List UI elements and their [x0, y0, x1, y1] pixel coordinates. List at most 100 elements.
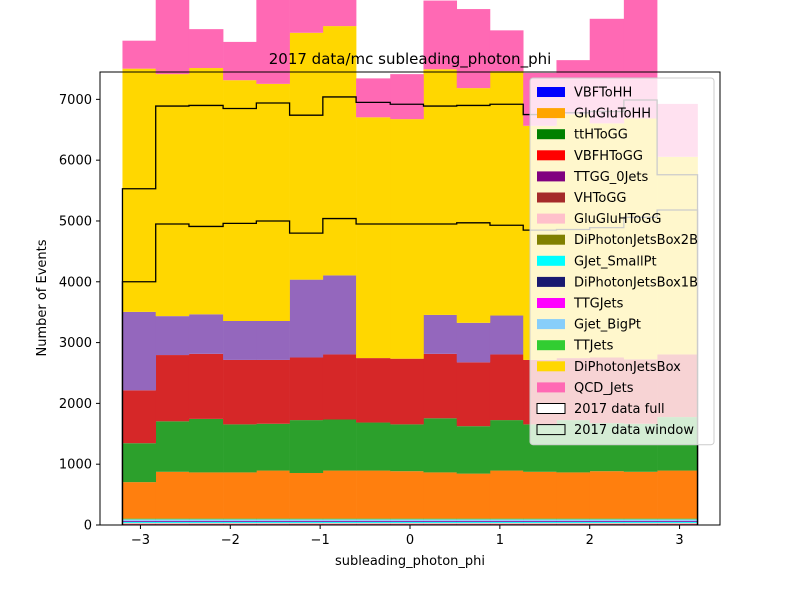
bar-layer-1-5 — [289, 420, 324, 474]
bar-layer-1-0 — [122, 443, 157, 483]
bar-diphotonjetsbox1b-3 — [223, 521, 257, 522]
bar-layer-1-10 — [456, 426, 491, 474]
bar-gjet-bigpt-11 — [489, 519, 524, 521]
bar-diphotonjetsbox-5 — [289, 32, 324, 280]
bar-glugluhtogg-2 — [188, 523, 224, 524]
bar-layer-1-11 — [489, 420, 524, 471]
bar-layer-1-1 — [155, 421, 190, 472]
bar-layer-2-7 — [356, 358, 391, 423]
legend-swatch-9 — [537, 276, 565, 287]
bar-glugluhtogg-11 — [489, 523, 524, 524]
legend-swatch-0 — [537, 87, 565, 97]
bar-layer-1-6 — [322, 419, 357, 471]
bar-layer-0-2 — [188, 472, 224, 519]
legend-swatch-5 — [537, 192, 565, 203]
legend-label-5: VHToGG — [574, 191, 627, 206]
bar-layer-3-10 — [456, 322, 491, 363]
bar-layer-3-11 — [489, 315, 524, 355]
bar-layer-1-7 — [356, 422, 391, 471]
legend-swatch-15 — [536, 403, 566, 414]
legend-label-8: GJet_SmallPt — [574, 254, 657, 269]
bar-ttjets-11 — [489, 518, 524, 520]
bar-ttjets-3 — [223, 518, 257, 520]
bar-glugluhtogg-3 — [223, 523, 257, 524]
y-tick-label-3: 3000 — [59, 336, 92, 351]
legend-swatch-4 — [537, 171, 565, 182]
bar-layer-1-9 — [423, 418, 458, 473]
bar-layer-0-0 — [122, 482, 157, 519]
legend-swatch-2 — [537, 129, 565, 140]
legend-label-3: VBFHToGG — [574, 149, 643, 164]
bar-diphotonjetsbox1b-1 — [155, 521, 190, 522]
bar-gjet-bigpt-12 — [523, 519, 557, 521]
legend-label-13: DiPhotonJetsBox — [574, 360, 681, 375]
bar-gjet-smallpt-0 — [122, 521, 157, 523]
bar-qcd-jets-1 — [155, 0, 190, 75]
bar-qcd-jets-9 — [423, 0, 458, 70]
bar-ttjets-1 — [155, 518, 190, 520]
bar-layer-2-0 — [122, 390, 157, 444]
bar-gjet-bigpt-8 — [390, 519, 424, 521]
bar-ttjets-2 — [188, 518, 224, 520]
bar-layer-1-8 — [390, 424, 424, 472]
bar-qcd-jets-3 — [223, 41, 257, 81]
legend-box — [529, 77, 715, 446]
bar-diphotonjetsbox1b-12 — [523, 521, 557, 522]
bar-layer-0-7 — [356, 470, 391, 519]
legend-swatch-10 — [537, 298, 565, 308]
legend-swatch-13 — [537, 361, 565, 372]
bar-glugluhtogg-12 — [523, 523, 557, 524]
bar-layer-2-2 — [188, 353, 224, 419]
bar-layer-0-15 — [623, 471, 658, 519]
legend: VBFToHH GluGluToHH ttHToGG VBFHToGG TTGG_0Je… — [529, 77, 715, 446]
bar-diphotonjetsbox-10 — [456, 88, 491, 323]
bar-layer-1-4 — [256, 423, 290, 471]
bar-diphotonjetsbox1b-6 — [322, 521, 357, 522]
legend-label-4: TTGG_0Jets — [573, 170, 649, 185]
bar-gjet-bigpt-0 — [122, 519, 157, 521]
bar-glugluhtogg-7 — [356, 523, 391, 524]
bar-gjet-smallpt-15 — [623, 521, 658, 523]
bar-gjet-smallpt-6 — [322, 521, 357, 523]
bar-diphotonjetsbox1b-0 — [122, 521, 157, 522]
bar-ttjets-7 — [356, 518, 391, 520]
bar-qcd-jets-6 — [322, 0, 357, 27]
bar-glugluhtogg-8 — [390, 523, 424, 524]
bar-diphotonjetsbox1b-8 — [390, 521, 424, 522]
x-axis-label: subleading_photon_phi — [335, 554, 485, 569]
x-tick-label-6: 3 — [675, 533, 683, 548]
legend-label-7: DiPhotonJetsBox2B — [574, 233, 698, 248]
bar-layer-3-2 — [188, 314, 224, 354]
chart-title: 2017 data/mc subleading_photon_phi — [269, 50, 552, 69]
bar-layer-0-13 — [556, 472, 591, 519]
y-tick-label-6: 6000 — [59, 154, 92, 169]
legend-swatch-1 — [537, 108, 565, 119]
legend-swatch-11 — [537, 319, 565, 330]
bar-gjet-smallpt-2 — [188, 521, 224, 523]
legend-label-15: 2017 data full — [574, 402, 665, 417]
bar-ttjets-14 — [589, 518, 625, 520]
bar-glugluhtogg-6 — [322, 523, 357, 524]
bar-ttjets-15 — [623, 518, 658, 520]
bar-diphotonjetsbox1b-9 — [423, 521, 458, 522]
bar-gjet-bigpt-4 — [256, 519, 290, 521]
bar-qcd-jets-4 — [256, 0, 290, 84]
bar-glugluhtogg-0 — [122, 523, 157, 524]
x-tick-label-0: −3 — [131, 533, 150, 548]
y-tick-label-7: 7000 — [59, 93, 92, 108]
bar-qcd-jets-10 — [456, 9, 491, 89]
bar-diphotonjetsbox-8 — [390, 119, 424, 359]
legend-label-11: Gjet_BigPt — [574, 318, 641, 333]
bar-gjet-smallpt-7 — [356, 521, 391, 523]
bar-layer-2-3 — [223, 359, 257, 425]
legend-label-2: ttHToGG — [574, 128, 628, 143]
bar-gjet-smallpt-13 — [556, 521, 591, 523]
bar-gjet-smallpt-14 — [589, 521, 625, 523]
bar-layer-3-5 — [289, 279, 324, 358]
bar-diphotonjetsbox1b-13 — [556, 521, 591, 522]
bar-gjet-bigpt-9 — [423, 519, 458, 521]
bar-gjet-smallpt-9 — [423, 521, 458, 523]
legend-label-6: GluGluHToGG — [574, 212, 661, 227]
bar-layer-0-8 — [390, 471, 424, 519]
bar-gjet-smallpt-16 — [657, 521, 698, 523]
